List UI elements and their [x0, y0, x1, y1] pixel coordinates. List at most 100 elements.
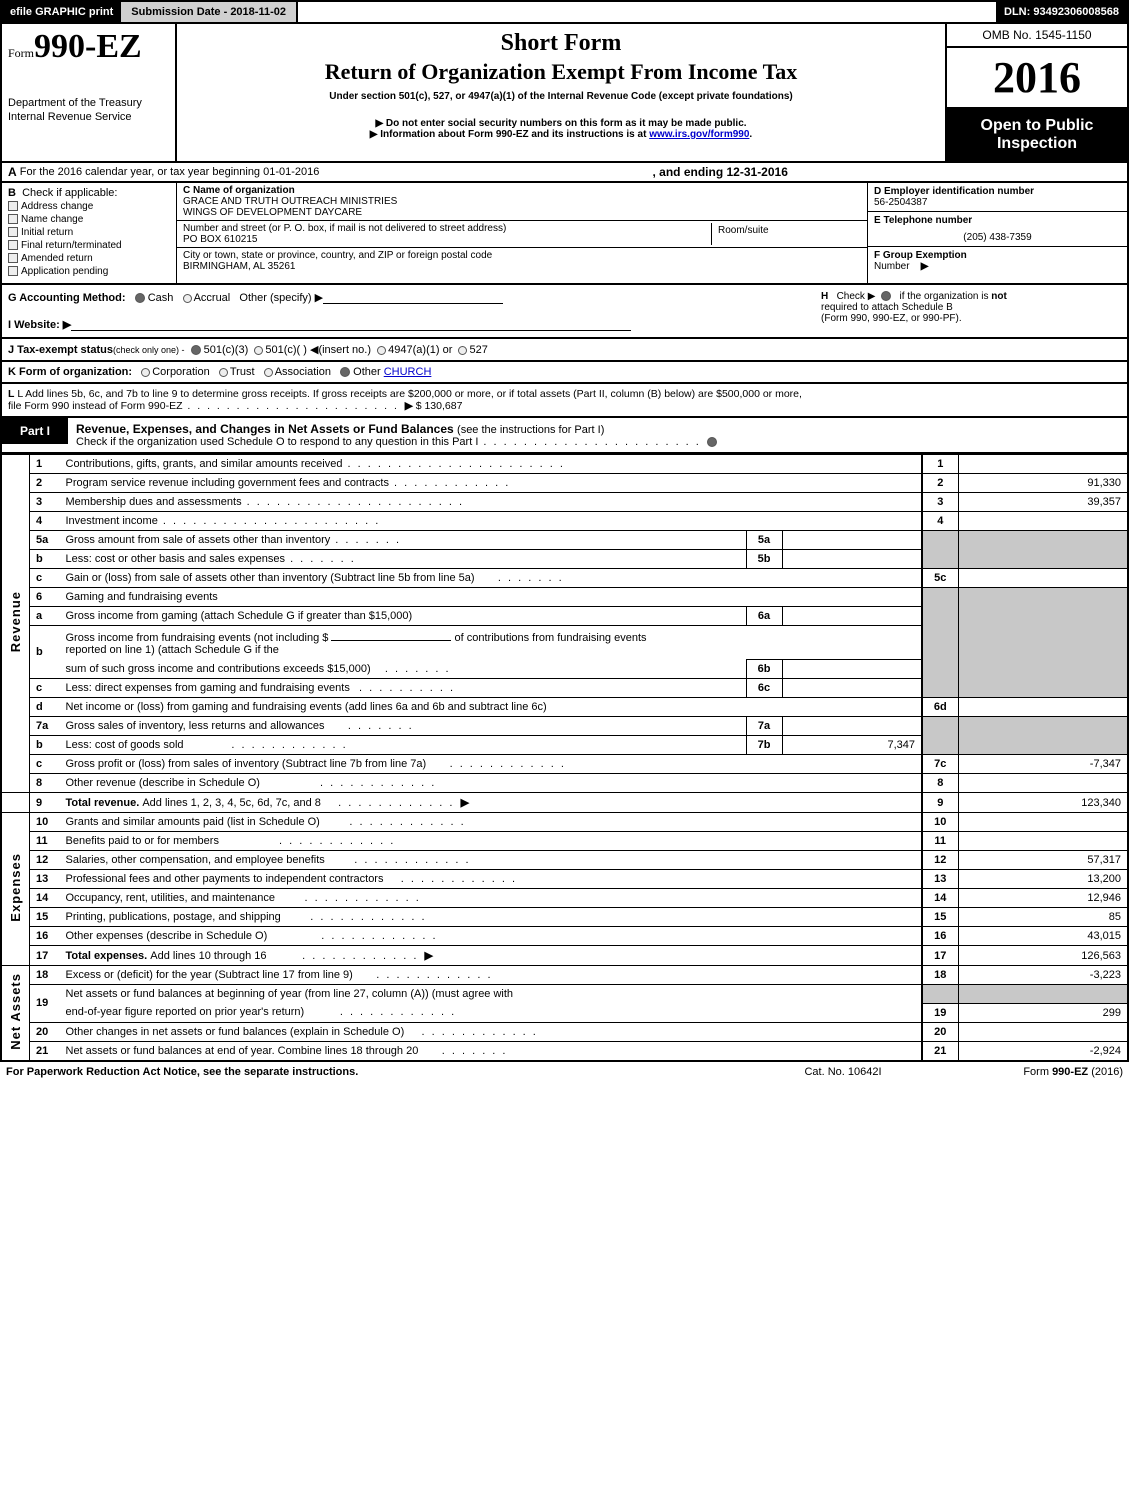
chk-address-change[interactable]: Address change — [8, 201, 170, 212]
l14-mn: 14 — [922, 889, 958, 908]
line-7c: c Gross profit or (loss) from sales of i… — [1, 755, 1128, 774]
j-o3: 4947(a)(1) or — [388, 344, 452, 356]
l6d-mn: 6d — [922, 698, 958, 717]
radio-other-icon[interactable] — [340, 367, 350, 377]
footer-right-post: (2016) — [1088, 1066, 1123, 1078]
g-label: G Accounting Method: — [8, 292, 126, 304]
l18-mv: -3,223 — [958, 966, 1128, 985]
l6a-desc: Gross income from gaming (attach Schedul… — [60, 607, 747, 626]
c-name-label: C Name of organization — [183, 185, 295, 196]
l-dots — [183, 400, 399, 412]
c-city-label: City or town, state or province, country… — [183, 250, 492, 261]
l16-mv: 43,015 — [958, 927, 1128, 946]
l21-desc: Net assets or fund balances at end of ye… — [60, 1041, 923, 1061]
l21-text: Net assets or fund balances at end of ye… — [66, 1045, 419, 1057]
l11-text: Benefits paid to or for members — [66, 835, 219, 847]
radio-cash-icon[interactable] — [135, 293, 145, 303]
chk-initial-return[interactable]: Initial return — [8, 227, 170, 238]
form-number-text: 990-EZ — [34, 28, 142, 65]
line-16: 16 Other expenses (describe in Schedule … — [1, 927, 1128, 946]
line-19a: 19 Net assets or fund balances at beginn… — [1, 985, 1128, 1004]
line-6: 6 Gaming and fundraising events — [1, 588, 1128, 607]
l5c-num: c — [30, 569, 60, 588]
l9-arrow-icon: ▶ — [461, 797, 469, 809]
dots-icon — [344, 816, 465, 828]
radio-527-icon[interactable] — [458, 346, 467, 355]
l5c-mv — [958, 569, 1128, 588]
c-name-row: C Name of organization GRACE AND TRUTH O… — [177, 183, 867, 221]
k-o4-val[interactable]: CHURCH — [384, 366, 432, 378]
l19-grey-mv — [958, 985, 1128, 1004]
col-df: D Employer identification number 56-2504… — [867, 183, 1127, 283]
dept-line1: Department of the Treasury — [8, 96, 169, 110]
part1-tag: Part I — [2, 418, 68, 444]
l6d-num: d — [30, 698, 60, 717]
irs-link[interactable]: www.irs.gov/form990 — [649, 129, 749, 140]
netassets-side-label: Net Assets — [8, 973, 23, 1050]
l5b-text: Less: cost or other basis and sales expe… — [66, 553, 286, 565]
dots-icon — [380, 663, 451, 675]
l6b-text3: reported on line 1) (attach Schedule G i… — [66, 644, 279, 656]
dots-icon — [305, 911, 426, 923]
l1-desc: Contributions, gifts, grants, and simila… — [60, 455, 923, 474]
e-label: E Telephone number — [874, 215, 972, 226]
l6a-sl: 6a — [746, 607, 782, 626]
dln-label: DLN: 93492306008568 — [996, 2, 1127, 22]
c-name-2: WINGS OF DEVELOPMENT DAYCARE — [183, 207, 362, 218]
block-bf: B Check if applicable: Address change Na… — [0, 183, 1129, 285]
l6-grey-mn — [922, 588, 958, 698]
l7a-num: 7a — [30, 717, 60, 736]
e-val: (205) 438-7359 — [874, 226, 1121, 243]
l20-desc: Other changes in net assets or fund bala… — [60, 1022, 923, 1041]
b-letter: B — [8, 187, 16, 199]
radio-trust-icon[interactable] — [219, 368, 228, 377]
row-a: A For the 2016 calendar year, or tax yea… — [0, 163, 1129, 183]
l5a-desc: Gross amount from sale of assets other t… — [60, 531, 747, 550]
l9-text2: Add lines 1, 2, 3, 4, 5c, 6d, 7c, and 8 — [142, 797, 321, 809]
dots-icon — [297, 950, 418, 962]
chk-amended-return[interactable]: Amended return — [8, 253, 170, 264]
radio-501c-icon[interactable] — [254, 346, 263, 355]
l5a-text: Gross amount from sale of assets other t… — [66, 534, 331, 546]
radio-4947-icon[interactable] — [377, 346, 386, 355]
chk-final-return[interactable]: Final return/terminated — [8, 240, 170, 251]
l17-mv: 126,563 — [958, 946, 1128, 966]
l6b-blank[interactable] — [331, 629, 451, 641]
l7c-text: Gross profit or (loss) from sales of inv… — [66, 758, 427, 770]
line-10: Expenses 10 Grants and similar amounts p… — [1, 813, 1128, 832]
l19-grey-mn — [922, 985, 958, 1004]
dots-icon — [445, 758, 566, 770]
open-line1: Open to Public — [951, 117, 1123, 135]
h-checkbox-icon[interactable] — [881, 291, 891, 301]
l7b-sl: 7b — [746, 736, 782, 755]
l12-num: 12 — [30, 851, 60, 870]
f-label2: Number — [874, 261, 910, 272]
l7b-text: Less: cost of goods sold — [66, 739, 184, 751]
radio-assoc-icon[interactable] — [264, 368, 273, 377]
radio-501c3-icon[interactable] — [191, 345, 201, 355]
l16-mn: 16 — [922, 927, 958, 946]
l8-text: Other revenue (describe in Schedule O) — [66, 777, 260, 789]
radio-accrual-icon[interactable] — [183, 294, 192, 303]
l15-text: Printing, publications, postage, and shi… — [66, 911, 281, 923]
revenue-side: Revenue — [1, 455, 30, 793]
l2-num: 2 — [30, 474, 60, 493]
l13-mn: 13 — [922, 870, 958, 889]
l6c-num: c — [30, 679, 60, 698]
chk-name-change[interactable]: Name change — [8, 214, 170, 225]
g-other-blank[interactable] — [323, 292, 503, 304]
radio-corp-icon[interactable] — [141, 368, 150, 377]
i-blank[interactable] — [71, 319, 631, 331]
chk-application-pending[interactable]: Application pending — [8, 266, 170, 277]
row-k: K Form of organization: Corporation Trus… — [0, 362, 1129, 384]
l6b-desc2: sum of such gross income and contributio… — [60, 660, 747, 679]
l1-text: Contributions, gifts, grants, and simila… — [66, 458, 343, 470]
bullet-1: ▶ Do not enter social security numbers o… — [187, 118, 935, 129]
line-9: 9 Total revenue. Add lines 1, 2, 3, 4, 5… — [1, 793, 1128, 813]
part1-check-icon[interactable] — [707, 437, 717, 447]
dots-icon — [342, 458, 564, 470]
line-1: Revenue 1 Contributions, gifts, grants, … — [1, 455, 1128, 474]
c-addr-label: Number and street (or P. O. box, if mail… — [183, 223, 506, 234]
l6b-sv — [782, 660, 922, 679]
dots-icon — [493, 572, 564, 584]
